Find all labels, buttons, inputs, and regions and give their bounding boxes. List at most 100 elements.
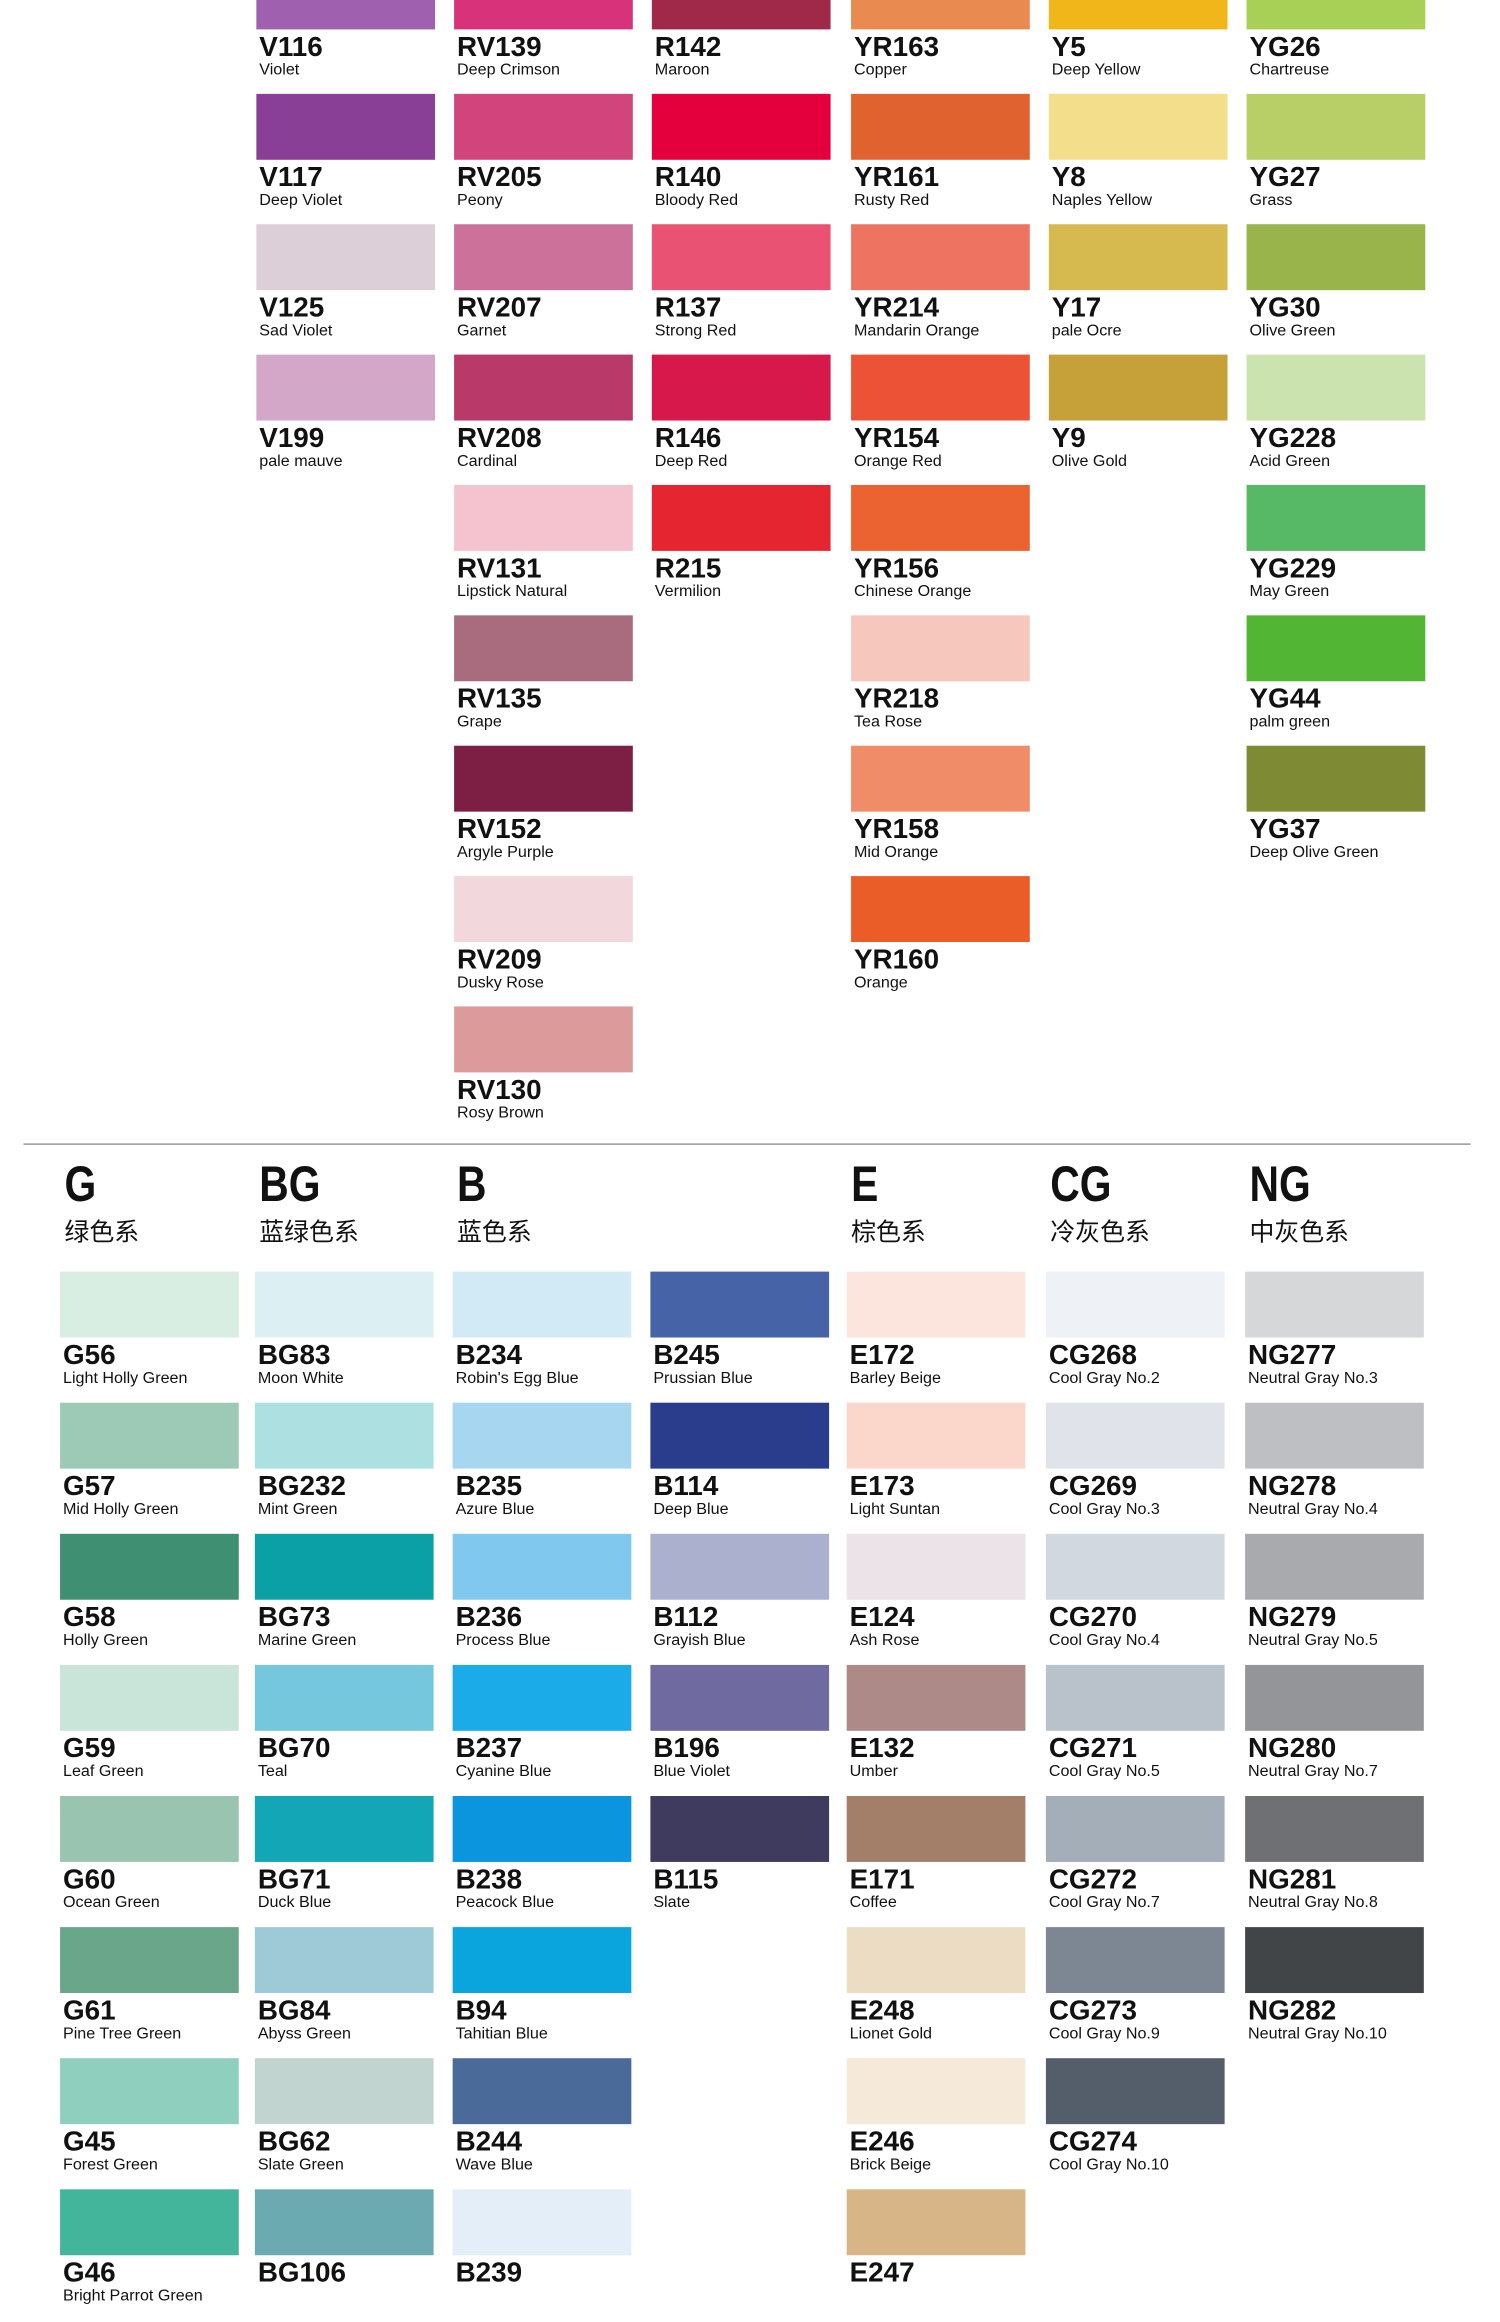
swatch-name: Neutral Gray No.10 bbox=[1248, 2024, 1387, 2042]
swatch-code: CG270 bbox=[1049, 1601, 1137, 1632]
swatch bbox=[254, 1271, 434, 1338]
swatch-name: Ocean Green bbox=[63, 1893, 160, 1911]
swatch bbox=[651, 224, 831, 291]
swatch bbox=[846, 1533, 1026, 1600]
swatch-name: Grayish Blue bbox=[653, 1631, 745, 1649]
group-letter: G bbox=[64, 1156, 96, 1212]
swatch bbox=[60, 1533, 239, 1600]
swatch-name: Naples Yellow bbox=[1052, 191, 1153, 209]
swatch-name: pale mauve bbox=[259, 452, 342, 470]
swatch bbox=[454, 615, 633, 682]
swatch bbox=[60, 1796, 239, 1862]
swatch-name: Cool Gray No.4 bbox=[1049, 1631, 1160, 1649]
group-letter: B bbox=[457, 1156, 486, 1212]
swatch-name: May Green bbox=[1250, 582, 1330, 600]
swatch-code: RV130 bbox=[457, 1074, 542, 1105]
swatch bbox=[1246, 354, 1426, 421]
swatch bbox=[650, 1271, 830, 1338]
swatch-code: B115 bbox=[653, 1863, 718, 1894]
swatch-code: G61 bbox=[63, 1994, 116, 2025]
swatch bbox=[1245, 1927, 1424, 1994]
swatch-code: V199 bbox=[259, 422, 324, 453]
swatch-code: CG272 bbox=[1049, 1863, 1137, 1894]
swatch-code: G45 bbox=[63, 2126, 116, 2157]
swatch-code: NG278 bbox=[1248, 1470, 1336, 1501]
swatch-name: Grape bbox=[457, 713, 502, 731]
swatch-name: Peacock Blue bbox=[456, 1893, 555, 1911]
swatch bbox=[254, 1796, 434, 1862]
swatch bbox=[650, 1533, 830, 1600]
swatch-code: G59 bbox=[63, 1732, 116, 1763]
swatch bbox=[1048, 354, 1228, 421]
swatch-name: Deep Yellow bbox=[1052, 61, 1141, 79]
swatch bbox=[254, 2189, 434, 2256]
swatch-code: RV131 bbox=[457, 552, 542, 583]
swatch-name: Violet bbox=[259, 61, 300, 79]
swatch-code: V117 bbox=[259, 161, 322, 192]
swatch-name: Holly Green bbox=[63, 1631, 148, 1649]
swatch-name: Argyle Purple bbox=[457, 843, 554, 861]
swatch bbox=[256, 354, 436, 421]
swatch-name: Blue Violet bbox=[653, 1762, 730, 1780]
swatch bbox=[1045, 1271, 1225, 1338]
swatch bbox=[452, 1402, 632, 1469]
swatch-code: YR163 bbox=[854, 31, 939, 62]
swatch-name: Slate bbox=[653, 1893, 690, 1911]
swatch-code: B239 bbox=[456, 2257, 523, 2288]
swatch-code: BG106 bbox=[258, 2257, 346, 2288]
swatch-code: R137 bbox=[655, 292, 722, 323]
swatch-code: G56 bbox=[63, 1339, 116, 1370]
swatch-name: Lionet Gold bbox=[850, 2024, 932, 2042]
swatch-name: Bright Parrot Green bbox=[63, 2287, 203, 2305]
swatch-name: Sad Violet bbox=[259, 321, 333, 339]
swatch-name: Barley Beige bbox=[850, 1369, 941, 1387]
swatch-name: Cool Gray No.7 bbox=[1049, 1893, 1160, 1911]
swatch-name: Chartreuse bbox=[1250, 61, 1330, 79]
swatch-code: CG273 bbox=[1049, 1994, 1137, 2025]
swatch-code: Y5 bbox=[1052, 31, 1086, 62]
swatch bbox=[651, 484, 831, 551]
swatch-code: BG232 bbox=[258, 1470, 346, 1501]
swatch-name: Peony bbox=[457, 191, 504, 209]
group-label: 中灰色系 bbox=[1250, 1218, 1350, 1247]
swatch bbox=[1045, 1664, 1225, 1731]
swatch bbox=[254, 2058, 434, 2125]
swatch-code: BG71 bbox=[258, 1863, 331, 1894]
swatch-code: RV207 bbox=[457, 292, 542, 323]
swatch-code: YG30 bbox=[1250, 292, 1321, 323]
swatch-name: Light Holly Green bbox=[63, 1369, 187, 1387]
swatch bbox=[60, 1664, 239, 1731]
swatch bbox=[452, 2058, 632, 2125]
swatch-name: Robin's Egg Blue bbox=[456, 1369, 579, 1387]
swatch-code: RV152 bbox=[457, 813, 542, 844]
swatch-code: B237 bbox=[456, 1732, 523, 1763]
swatch-name: Prussian Blue bbox=[653, 1369, 752, 1387]
group-letter: NG bbox=[1250, 1156, 1311, 1212]
swatch-name: Cool Gray No.3 bbox=[1049, 1500, 1160, 1518]
swatch-code: NG277 bbox=[1248, 1339, 1336, 1370]
swatch-name: Dusky Rose bbox=[457, 973, 544, 991]
swatch-code: YR156 bbox=[854, 552, 939, 583]
swatch bbox=[846, 1271, 1026, 1338]
swatch-name: Coffee bbox=[850, 1893, 897, 1911]
swatch bbox=[452, 1271, 632, 1338]
swatch-name: Cardinal bbox=[457, 452, 517, 470]
swatch bbox=[1045, 1796, 1225, 1862]
swatch bbox=[452, 2189, 632, 2256]
swatch-name: Cool Gray No.9 bbox=[1049, 2024, 1160, 2042]
swatch bbox=[454, 1006, 633, 1073]
swatch bbox=[1045, 2058, 1225, 2125]
swatch bbox=[60, 1927, 239, 1994]
swatch bbox=[650, 1402, 830, 1469]
swatch bbox=[851, 224, 1030, 291]
swatch-code: E132 bbox=[850, 1732, 915, 1763]
swatch bbox=[846, 1664, 1026, 1731]
swatch bbox=[650, 1796, 830, 1862]
swatch bbox=[254, 1927, 434, 1994]
swatch-code: E248 bbox=[850, 1994, 915, 2025]
swatch-name: Mid Orange bbox=[854, 843, 938, 861]
swatch-name: Azure Blue bbox=[456, 1500, 535, 1518]
swatch-code: YG229 bbox=[1250, 552, 1337, 583]
swatch-name: Lipstick Natural bbox=[457, 582, 567, 600]
swatch bbox=[452, 1796, 632, 1862]
